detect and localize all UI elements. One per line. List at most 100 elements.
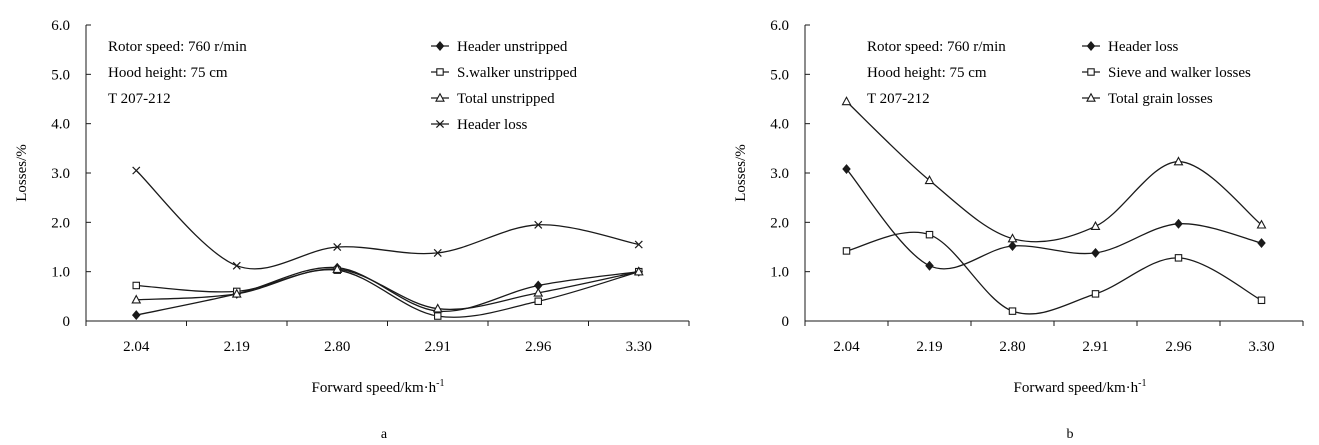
legend-item: Header loss	[431, 117, 528, 133]
series-line	[135, 170, 639, 270]
series-line	[846, 168, 1262, 270]
x-axis-label-text: Forward speed/km·h	[312, 380, 437, 396]
x-tick-label: 3.30	[1248, 339, 1274, 355]
data-point-triangle	[841, 96, 852, 106]
data-point-square	[1257, 296, 1266, 305]
data-point-square	[842, 247, 851, 255]
legend-item: Sieve and walker losses	[1082, 65, 1251, 81]
legend-label: Header unstripped	[457, 39, 568, 55]
y-tick-label: 2.0	[770, 215, 789, 231]
data-point-diamond	[925, 260, 934, 271]
legend-item: Header unstripped	[431, 39, 568, 55]
condition-annotation: Hood height: 75 cm	[108, 65, 228, 81]
chart-panel-b: 0 1.0 2.0 3.0 4.0 5.0 6.0 2.04 2.19 2.80 2.91 2.96 3…	[733, 18, 1304, 442]
data-point-square	[1174, 254, 1183, 262]
y-tick-label: 3.0	[770, 166, 789, 182]
x-tick-label: 2.96	[1165, 339, 1192, 355]
legend-marker-diamond	[1086, 41, 1096, 51]
data-point-square	[534, 297, 542, 306]
legend-marker-x	[435, 119, 445, 129]
data-point-triangle	[332, 263, 343, 273]
series-line	[846, 100, 1262, 243]
condition-annotation: Rotor speed: 760 r/min	[867, 39, 1006, 55]
data-point-triangle	[533, 287, 544, 297]
series-1	[842, 230, 1266, 315]
data-point-square	[1091, 290, 1100, 298]
data-point-square	[925, 230, 934, 239]
data-point-square	[1008, 307, 1017, 315]
series-2	[841, 96, 1267, 243]
x-tick-label: 2.04	[123, 339, 150, 355]
legend-label: Header loss	[1108, 39, 1179, 55]
data-point-square	[132, 281, 141, 290]
legend-marker-triangle	[1086, 92, 1096, 102]
legend-item: Total grain losses	[1082, 91, 1213, 107]
data-point-diamond	[1257, 238, 1266, 249]
legend-label: Sieve and walker losses	[1108, 65, 1251, 81]
series-2	[131, 263, 644, 313]
legend-label: Total unstripped	[457, 91, 555, 107]
data-point-x	[433, 248, 442, 257]
x-tick-label: 2.96	[525, 339, 552, 355]
legend-label: Total grain losses	[1108, 91, 1213, 107]
data-point-triangle	[1256, 219, 1267, 229]
y-axis-label: Losses/%	[14, 144, 30, 202]
y-tick-label: 4.0	[51, 117, 70, 133]
x-tick-label: 2.80	[324, 339, 350, 355]
data-point-diamond	[1091, 247, 1100, 258]
x-tick-label: 2.80	[999, 339, 1025, 355]
y-tick-label: 4.0	[770, 117, 789, 133]
data-point-diamond	[1008, 241, 1017, 251]
x-axis-label: Forward speed/km·h-1	[312, 378, 445, 396]
condition-annotation: T 207-212	[867, 91, 930, 107]
legend-item: Total unstripped	[431, 91, 555, 107]
x-tick-label: 2.04	[833, 339, 860, 355]
y-axis-label: Losses/%	[733, 144, 749, 202]
x-tick-label: 2.19	[224, 339, 250, 355]
data-point-triangle	[1173, 156, 1184, 166]
data-point-diamond	[842, 164, 851, 175]
data-point-x	[333, 242, 342, 252]
legend-marker-diamond	[435, 41, 445, 51]
data-point-diamond	[131, 310, 141, 321]
data-point-triangle	[231, 288, 242, 298]
chart-panel-a: 0 1.0 2.0 3.0 4.0 5.0 6.0 2.04 2.19 2.80 2.91 2.96 3…	[14, 18, 690, 442]
legend-marker-square	[436, 68, 444, 76]
data-point-x	[132, 166, 141, 175]
y-tick-label: 0	[782, 314, 790, 330]
legend-label: Header loss	[457, 117, 528, 133]
y-tick-label: 1.0	[770, 265, 789, 281]
y-tick-label: 6.0	[51, 18, 70, 34]
y-tick-label: 3.0	[51, 166, 70, 182]
x-tick-label: 2.91	[425, 339, 451, 355]
legend-item: S.walker unstripped	[431, 65, 577, 81]
panel-label: a	[381, 427, 388, 442]
y-tick-label: 0	[63, 314, 71, 330]
data-point-square	[433, 312, 442, 320]
legend-item: Header loss	[1082, 39, 1179, 55]
data-point-x	[534, 220, 543, 229]
x-axis-label-exponent: -1	[436, 378, 444, 389]
data-point-x	[634, 240, 643, 249]
panel-label: b	[1067, 427, 1074, 442]
y-tick-label: 5.0	[51, 67, 70, 83]
data-point-triangle	[1090, 220, 1101, 231]
y-tick-label: 5.0	[770, 67, 789, 83]
series-line	[846, 231, 1262, 315]
data-point-triangle	[924, 175, 935, 185]
data-point-triangle	[633, 266, 644, 276]
legend-label: S.walker unstripped	[457, 65, 577, 81]
data-point-triangle	[1007, 233, 1018, 243]
legend-marker-square	[1087, 68, 1095, 76]
series-line	[136, 269, 639, 318]
x-axis-label: Forward speed/km·h-1	[1014, 378, 1147, 396]
x-tick-label: 3.30	[626, 339, 652, 355]
data-point-x	[232, 261, 241, 270]
data-point-triangle	[131, 294, 142, 304]
x-tick-label: 2.91	[1082, 339, 1108, 355]
y-tick-label: 1.0	[51, 265, 70, 281]
series-3	[132, 166, 643, 270]
x-axis-label-text: Forward speed/km·h	[1014, 380, 1139, 396]
condition-annotation: T 207-212	[108, 91, 171, 107]
